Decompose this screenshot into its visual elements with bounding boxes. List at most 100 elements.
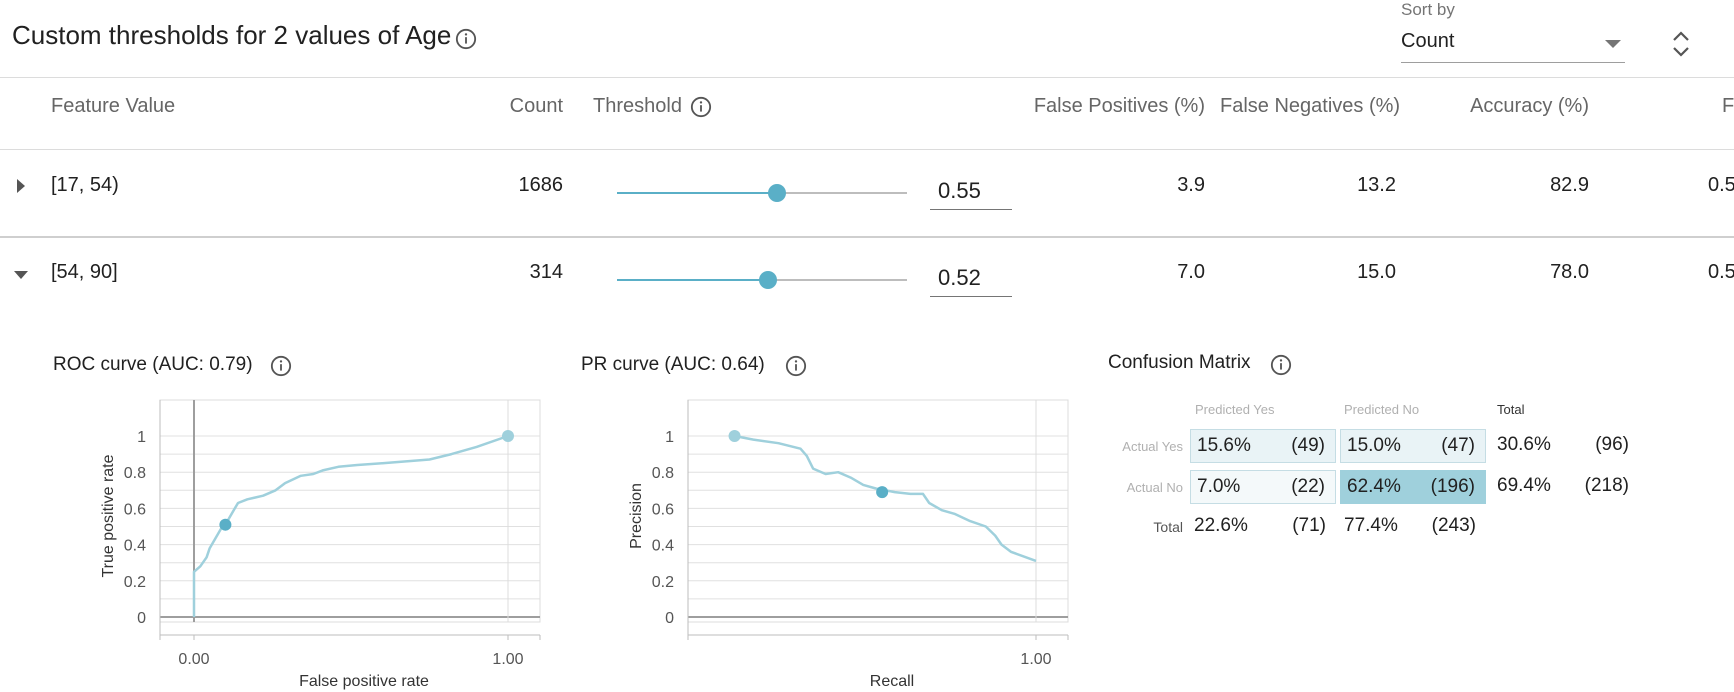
collapse-arrow-icon[interactable] <box>14 271 28 279</box>
feature-value: [54, 90] <box>51 261 118 283</box>
column-header-divider <box>0 149 1734 150</box>
y-tick-label: 0.2 <box>652 574 674 591</box>
data-point <box>728 430 741 442</box>
cm-row-header: Total <box>1153 519 1183 535</box>
threshold-slider[interactable] <box>617 270 907 290</box>
count-value: 1686 <box>518 174 564 196</box>
col-header-count[interactable]: Count <box>509 95 563 117</box>
cm-col-total: 22.6% (71) <box>1190 510 1336 544</box>
x-tick-label: 0.00 <box>178 651 209 668</box>
x-axis-label: Recall <box>870 673 914 690</box>
cm-count: (49) <box>1291 435 1325 456</box>
roc-info-icon[interactable] <box>270 355 292 377</box>
y-tick-label: 0.6 <box>124 501 146 518</box>
data-point <box>219 518 232 531</box>
cm-cell-true-positive: 15.6% (49) <box>1190 429 1336 463</box>
false-positives-value: 7.0 <box>1177 261 1205 283</box>
cm-cell-false-positive: 7.0% (22) <box>1190 470 1336 504</box>
cm-row-total: 69.4% (218) <box>1493 470 1639 504</box>
y-tick-label: 0.4 <box>124 538 146 555</box>
y-tick-label: 0.8 <box>124 465 146 482</box>
threshold-input-value: 0.55 <box>938 178 981 203</box>
y-tick-label: 0.4 <box>652 538 674 555</box>
y-tick-label: 0 <box>665 610 674 627</box>
cm-count: (243) <box>1431 515 1476 536</box>
threshold-slider[interactable] <box>617 183 907 203</box>
cm-count: (96) <box>1595 434 1629 455</box>
y-axis-label: True positive rate <box>100 454 117 577</box>
slider-thumb[interactable] <box>767 184 786 202</box>
col-header-truncated[interactable]: F <box>1722 95 1734 117</box>
data-point <box>876 486 889 499</box>
cm-col-header: Predicted No <box>1344 402 1420 417</box>
threshold-info-icon[interactable] <box>690 96 712 118</box>
cm-row-header: Actual No <box>1126 480 1183 495</box>
cm-cell-true-negative: 62.4% (196) <box>1340 470 1486 504</box>
series-line <box>734 434 1037 563</box>
sort-by-label: Sort by <box>1401 0 1455 19</box>
row-divider <box>0 236 1734 238</box>
col-header-feature-value: Feature Value <box>51 95 176 117</box>
title-info-icon[interactable] <box>455 28 477 50</box>
truncated-value: 0.5 <box>1708 261 1734 283</box>
data-point <box>502 430 514 442</box>
roc-chart: 0 0.2 0.4 0.6 0.8 1 0.00 1.00 False positive rat… <box>100 399 541 690</box>
slider-fill <box>617 279 768 281</box>
y-tick-label: 1 <box>665 429 674 446</box>
feature-value: [17, 54) <box>51 174 119 196</box>
confusion-matrix-title: Confusion Matrix <box>1108 352 1251 373</box>
col-header-threshold: Threshold <box>593 95 682 117</box>
truncated-value: 0.5 <box>1708 174 1734 196</box>
cm-count: (218) <box>1584 475 1629 496</box>
x-tick-label: 1.00 <box>1020 651 1051 668</box>
cm-row-header: Actual Yes <box>1122 439 1183 454</box>
cm-count: (22) <box>1291 476 1325 497</box>
cm-row-total: 30.6% (96) <box>1493 429 1639 463</box>
expand-arrow-icon[interactable] <box>17 179 25 193</box>
cm-col-header: Predicted Yes <box>1195 402 1275 417</box>
cm-count: (71) <box>1292 515 1326 536</box>
plot-frame <box>159 399 541 623</box>
pr-info-icon[interactable] <box>785 355 807 377</box>
cm-percent: 69.4% <box>1497 475 1551 496</box>
cm-percent: 22.6% <box>1194 515 1248 536</box>
y-tick-label: 0.8 <box>652 465 674 482</box>
false-positives-value: 3.9 <box>1177 174 1205 196</box>
cm-percent: 77.4% <box>1344 515 1398 536</box>
sort-order-toggle-icon[interactable] <box>1668 28 1694 60</box>
y-tick-label: 0 <box>137 610 146 627</box>
col-header-false-positives[interactable]: False Positives (%) <box>1033 95 1205 117</box>
chevron-down-icon <box>1605 40 1621 48</box>
cm-col-header: Total <box>1497 402 1525 417</box>
cm-percent: 7.0% <box>1197 476 1241 497</box>
y-tick-label: 0.6 <box>652 501 674 518</box>
false-negatives-value: 13.2 <box>1357 174 1396 196</box>
series-line <box>192 434 509 617</box>
false-negatives-value: 15.0 <box>1357 261 1396 283</box>
sort-by-dropdown[interactable]: Count <box>1401 26 1625 63</box>
cm-cell-false-negative: 15.0% (47) <box>1340 429 1486 463</box>
col-header-accuracy[interactable]: Accuracy (%) <box>1470 95 1589 117</box>
header-divider <box>0 77 1734 78</box>
cm-percent: 15.0% <box>1347 435 1401 456</box>
slider-fill <box>617 192 777 194</box>
confusion-info-icon[interactable] <box>1270 354 1292 376</box>
threshold-input[interactable]: 0.55 <box>930 173 1012 210</box>
accuracy-value: 78.0 <box>1550 261 1589 283</box>
cm-count: (47) <box>1441 435 1475 456</box>
x-tick-label: 1.00 <box>492 651 523 668</box>
cm-percent: 15.6% <box>1197 435 1251 456</box>
cm-count: (196) <box>1430 476 1475 497</box>
x-axis-label: False positive rate <box>299 673 429 690</box>
pr-chart: 0 0.2 0.4 0.6 0.8 1 1.00 Recall Precision <box>628 399 1069 690</box>
y-axis-label: Precision <box>628 483 645 549</box>
plot-frame <box>687 399 1069 623</box>
col-header-false-negatives[interactable]: False Negatives (%) <box>1220 95 1401 117</box>
threshold-input[interactable]: 0.52 <box>930 260 1012 297</box>
roc-chart-title: ROC curve (AUC: 0.79) <box>53 354 253 375</box>
slider-thumb[interactable] <box>758 271 777 289</box>
accuracy-value: 82.9 <box>1550 174 1589 196</box>
cm-percent: 62.4% <box>1347 476 1401 497</box>
sort-by-value: Count <box>1401 30 1455 52</box>
count-value: 314 <box>529 261 563 283</box>
